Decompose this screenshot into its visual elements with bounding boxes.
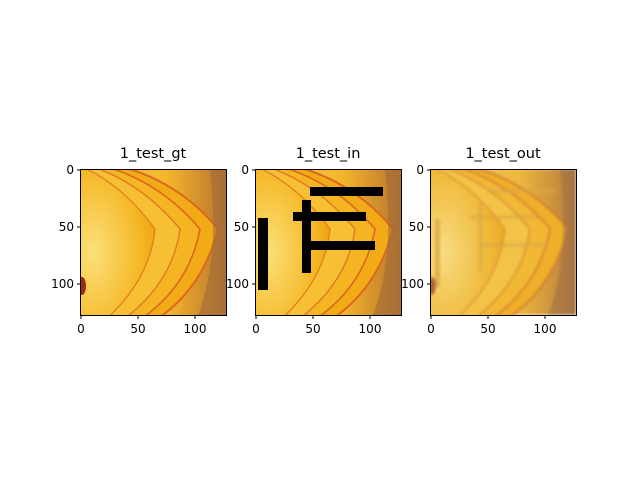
panel-title-gt: 1_test_gt	[119, 146, 187, 162]
x-tick-label: 100	[184, 322, 207, 336]
x-tick-label: 0	[77, 322, 85, 336]
y-tick-label: 100	[401, 277, 424, 291]
axis-ticks-in	[252, 169, 371, 319]
mask-stroke	[258, 218, 268, 290]
x-tick-label: 50	[305, 322, 320, 336]
panel-title-in: 1_test_in	[295, 146, 361, 162]
y-tick-label: 100	[51, 277, 74, 291]
y-tick-label: 50	[409, 220, 424, 234]
x-tick-label: 0	[252, 322, 260, 336]
panel-title-out: 1_test_out	[465, 146, 541, 162]
axes-frame-gt	[80, 169, 227, 316]
x-tick-label: 100	[534, 322, 557, 336]
x-tick-label: 50	[130, 322, 145, 336]
image-panel-in	[255, 169, 401, 315]
y-tick-label: 50	[59, 220, 74, 234]
axis-ticks-out	[427, 169, 546, 319]
mask-stroke	[302, 200, 311, 273]
peach-image-gt	[80, 169, 226, 315]
x-tick-label: 0	[427, 322, 435, 336]
image-panel-gt	[80, 169, 226, 315]
y-tick-label: 0	[416, 163, 424, 177]
peach-image-out	[430, 169, 576, 315]
y-tick-label: 50	[234, 220, 249, 234]
y-tick-label: 0	[241, 163, 249, 177]
x-tick-label: 50	[480, 322, 495, 336]
y-tick-label: 0	[66, 163, 74, 177]
peach-image-in	[255, 169, 401, 315]
image-panel-out	[430, 169, 576, 315]
axes-frame-in	[255, 169, 402, 316]
axes-frame-out	[430, 169, 577, 316]
axis-ticks-gt	[77, 169, 196, 319]
mask-stroke	[303, 241, 375, 250]
mask-stroke	[310, 187, 383, 196]
x-tick-label: 100	[359, 322, 382, 336]
y-tick-label: 100	[226, 277, 249, 291]
mask-stroke	[293, 212, 366, 221]
